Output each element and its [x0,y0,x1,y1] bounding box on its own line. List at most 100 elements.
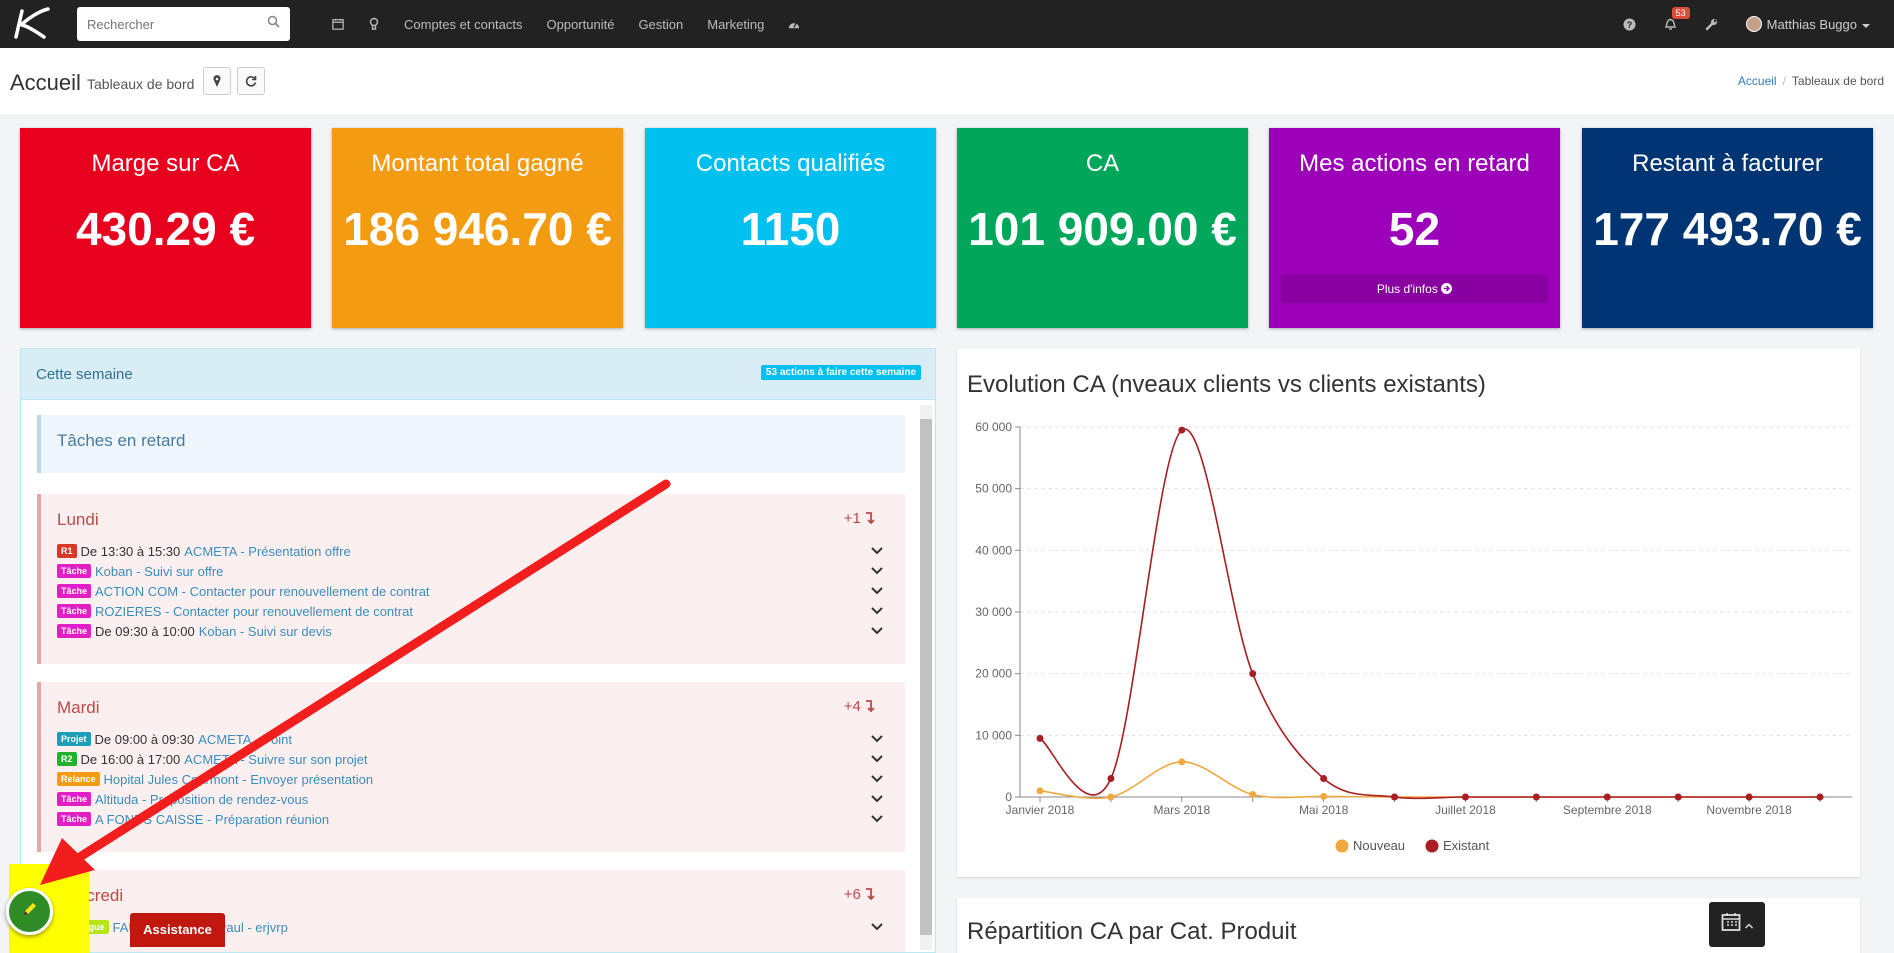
task-item[interactable]: Tâche De 09:30 à 10:00 Koban - Suivi sur d… [57,621,887,641]
dashboard-icon[interactable] [776,0,812,48]
task-link[interactable]: ROZIERES - Contacter pour renouvellement… [95,603,413,619]
task-tag: R2 [57,752,77,766]
legend-label: Existant [1443,838,1490,853]
task-tag: Tâche [57,604,92,618]
task-item[interactable]: Tâche Altituda - Proposition de rendez-vo… [57,789,887,809]
more-info-link[interactable]: Plus d'infos [1281,275,1548,303]
wrench-icon[interactable] [1691,0,1732,48]
day-section-0: Lundi +1 R1 De 13:30 à 15:30 ACMETA - Prése… [37,494,905,664]
chevron-down-icon[interactable] [871,811,887,827]
kpi-title: Marge sur CA [91,150,240,177]
data-point [1249,670,1257,678]
day-count-value: +4 [843,698,861,715]
day-count-value: +1 [843,510,861,527]
scrollbar-thumb[interactable] [920,419,932,935]
kpi-title: Mes actions en retard [1299,150,1530,177]
nav-comptes-contacts[interactable]: Comptes et contacts [404,16,523,32]
data-point [1532,793,1540,801]
y-tick-label: 60 000 [975,420,1012,434]
data-point [1320,775,1328,782]
chevron-down-icon[interactable] [871,751,887,767]
assistance-button[interactable]: Assistance [130,913,225,947]
task-item[interactable]: Tâche ACTION COM - Contacter pour renouve… [57,581,887,601]
chevron-down-icon[interactable] [871,791,887,807]
x-tick-label: Janvier 2018 [1006,803,1075,817]
chart-title: Evolution CA (nveaux clients vs clients … [967,371,1486,398]
ca-evolution-chart-panel: Evolution CA (nveaux clients vs clients … [957,349,1860,877]
calendar-icon [1721,912,1741,937]
task-link[interactable]: ACMETA - Suivre sur son projet [184,751,368,767]
page-subtitle: Tableaux de bord [87,76,195,92]
week-panel-header: Cette semaine 53 actions à faire cette s… [21,349,935,400]
nav-gestion[interactable]: Gestion [638,16,684,32]
data-point [1036,734,1044,742]
chevron-down-icon[interactable] [871,919,887,935]
legend-label: Nouveau [1353,838,1405,853]
scrollbar[interactable] [920,405,932,950]
day-section-1: Mardi +4 Projet De 09:00 à 09:30 ACMETA - P… [37,682,905,852]
task-tag: Projet [57,732,91,746]
task-item[interactable]: Relance Hopital Jules Courmont - Envoyer … [57,769,887,789]
task-time: De 13:30 à 15:30 [80,543,181,559]
nav-opportunite[interactable]: Opportunité [546,16,615,32]
task-link[interactable]: Koban - Suivi sur offre [95,563,224,579]
svg-text:?: ? [1626,20,1632,30]
task-item[interactable]: R2 De 16:00 à 17:00 ACMETA - Suivre sur so… [57,749,887,769]
chevron-down-icon[interactable] [871,543,887,559]
kpi-restant-facturer: Restant à facturer 177 493.70 € [1582,128,1873,328]
task-link[interactable]: A FONDS CAISSE - Préparation réunion [95,811,330,827]
x-tick-label: Juillet 2018 [1435,803,1496,817]
data-point [1603,793,1611,801]
lightbulb-icon[interactable] [356,0,392,48]
task-item[interactable]: R1 De 13:30 à 15:30 ACMETA - Présentation … [57,541,887,561]
map-marker-button[interactable] [203,67,231,95]
chevron-down-icon[interactable] [871,771,887,787]
chevron-down-icon[interactable] [871,623,887,639]
data-point [1816,793,1824,801]
edit-fab-button[interactable] [6,888,53,935]
chevron-down-icon[interactable] [871,603,887,619]
task-item[interactable]: Projet De 09:00 à 09:30 ACMETA - Point [57,729,887,749]
kpi-title: CA [1085,150,1120,177]
y-tick-label: 40 000 [975,543,1012,557]
nav-marketing[interactable]: Marketing [707,16,765,32]
kpi-value: 101 909.00 € [968,203,1237,255]
day-name: Lundi [57,510,99,529]
kpi-contacts-qualifies: Contacts qualifiés 1150 [645,128,936,328]
refresh-button[interactable] [237,67,265,95]
help-icon[interactable]: ? [1609,0,1650,48]
series-line-nouveau [1039,761,1820,800]
data-point [1320,792,1328,800]
search-input[interactable] [87,16,267,32]
calendar-toggle-button[interactable] [1709,902,1765,947]
task-tag: R1 [57,544,77,558]
day-count[interactable]: +4 [844,698,875,715]
task-link[interactable]: Koban - Suivi sur devis [198,623,332,639]
task-link[interactable]: Hopital Jules Courmont - Envoyer présent… [103,771,374,787]
calendar-icon[interactable] [320,0,356,48]
task-link[interactable]: ACMETA - Présentation offre [184,543,351,559]
notifications-bell-icon[interactable]: 53 [1650,0,1691,48]
kpi-marge-ca: Marge sur CA 430.29 € [20,128,311,328]
day-count-value: +6 [843,886,861,903]
chevron-down-icon[interactable] [871,583,887,599]
task-item[interactable]: Tâche Koban - Suivi sur offre [57,561,887,581]
koban-logo[interactable] [0,0,60,48]
day-count[interactable]: +6 [844,886,875,903]
task-tag: Tâche [57,624,92,638]
task-link[interactable]: ACMETA - Point [198,731,292,747]
task-tag: Tâche [57,792,92,806]
chevron-down-icon[interactable] [871,731,887,747]
task-link[interactable]: ACTION COM - Contacter pour renouvelleme… [95,583,430,599]
task-item[interactable]: Tâche A FONDS CAISSE - Préparation réunio… [57,809,887,829]
breadcrumb-home-link[interactable]: Accueil [1737,74,1777,88]
day-count[interactable]: +1 [844,510,875,527]
chevron-down-icon[interactable] [871,563,887,579]
task-item[interactable]: Tâche ROZIERES - Contacter pour renouvell… [57,601,887,621]
user-menu[interactable]: Matthias Buggo [1732,0,1884,48]
search-box[interactable] [77,7,290,41]
late-tasks-section[interactable]: Tâches en retard [37,415,905,473]
breadcrumb-current: Tableaux de bord [1791,74,1884,88]
search-icon[interactable] [267,15,280,33]
task-link[interactable]: Altituda - Proposition de rendez-vous [95,791,309,807]
